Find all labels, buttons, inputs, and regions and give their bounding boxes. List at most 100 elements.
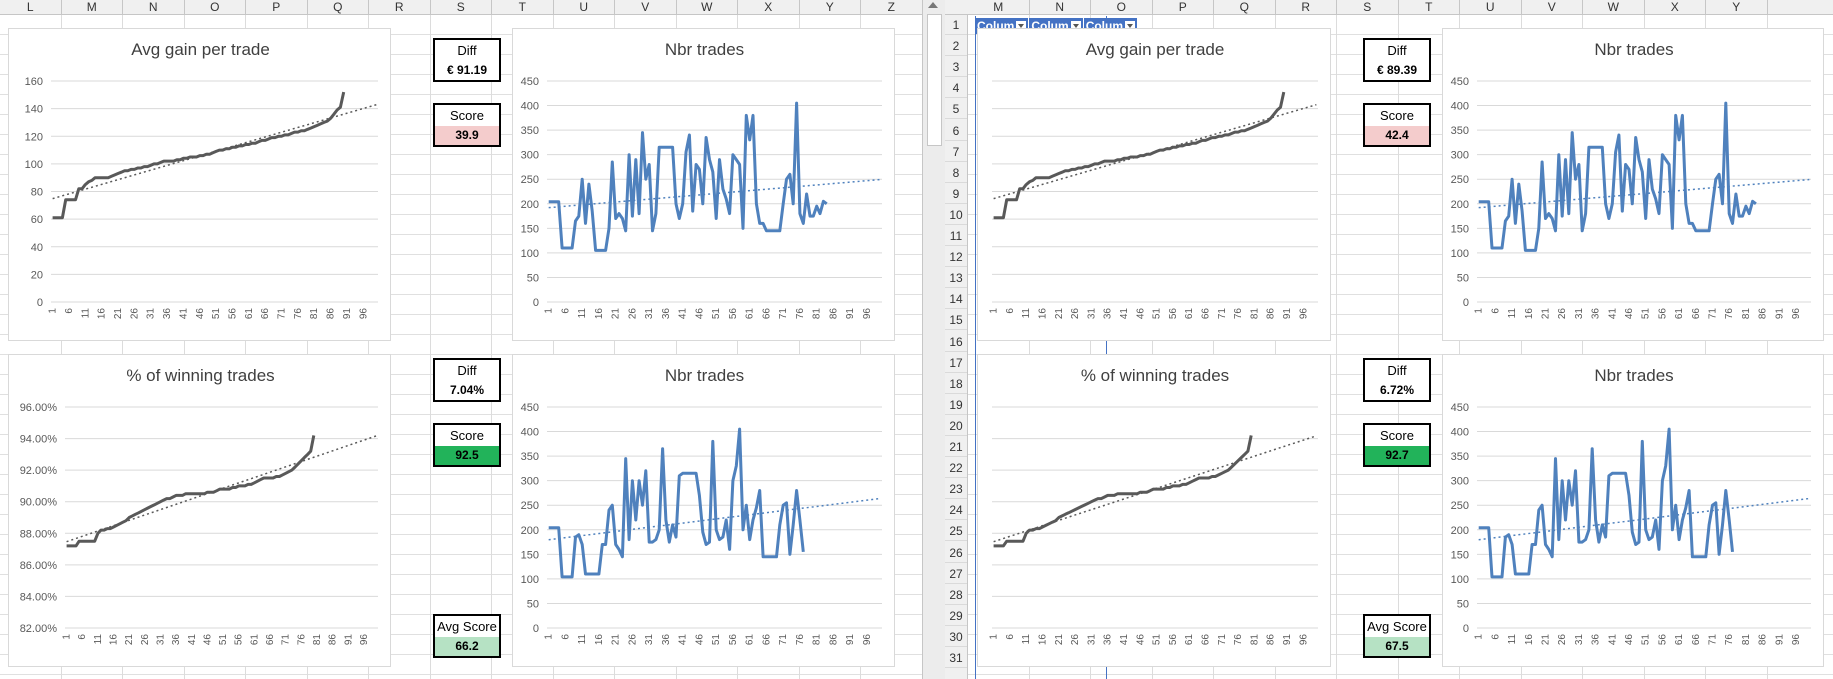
column-header-M[interactable]: M	[968, 0, 1030, 14]
x-tick-label: 91	[1282, 308, 1293, 320]
x-tick-label: 81	[309, 308, 320, 320]
row-header-31[interactable]: 31	[945, 648, 967, 668]
row-header-30[interactable]: 30	[945, 627, 967, 647]
column-header-Z[interactable]: Z	[861, 0, 922, 14]
filter-dropdown-icon[interactable]	[1016, 21, 1027, 31]
chart-avg-gain[interactable]: Avg gain per trade 0 20 40 60 80 100 120 140 160 1…	[8, 28, 391, 341]
column-header-S[interactable]: S	[431, 0, 492, 14]
row-header-14[interactable]: 14	[945, 289, 967, 310]
avg-score-box[interactable]: Avg Score 66.2	[433, 614, 501, 658]
row-header-1[interactable]: 1	[945, 15, 967, 35]
row-header-bar[interactable]: 1 2 3 4 5 6 7 8 9 10 11 12 13 14 15 16 17 18 19 20 21 22 23 24 2…	[945, 15, 968, 679]
column-header-O[interactable]: O	[185, 0, 246, 14]
row-header-29[interactable]: 29	[945, 606, 967, 626]
column-header-T[interactable]: T	[492, 0, 554, 14]
column-header-V[interactable]: V	[1522, 0, 1583, 14]
row-header-22[interactable]: 22	[945, 458, 967, 479]
row-header-25[interactable]: 25	[945, 521, 967, 542]
row-header-26[interactable]: 26	[945, 543, 967, 563]
column-header-L[interactable]: L	[0, 0, 62, 14]
scroll-up-icon[interactable]	[928, 2, 938, 8]
chart-win-pct[interactable]: % of winning trades 1 6 11 16 21 26 31 36 41 46 51 5…	[977, 354, 1331, 667]
y-tick-label: 400	[521, 101, 539, 113]
row-header-18[interactable]: 18	[945, 374, 967, 394]
column-header-R[interactable]: R	[1276, 0, 1337, 14]
column-header-W[interactable]: W	[1583, 0, 1645, 14]
column-header-U[interactable]: U	[554, 0, 615, 14]
diff-box-gain[interactable]: Diff € 91.19	[433, 38, 501, 82]
score-box-win[interactable]: Score 92.7	[1363, 423, 1431, 467]
x-tick-label: 16	[594, 634, 605, 646]
column-header-X[interactable]: X	[738, 0, 800, 14]
chart-nbr-trades-bottom[interactable]: Nbr trades 0 50 100 150 200 250 300 350 400 450 1 6 1…	[512, 354, 895, 667]
score-box-win[interactable]: Score 92.5	[433, 423, 501, 467]
row-header-21[interactable]: 21	[945, 437, 967, 457]
row-header-2[interactable]: 2	[945, 36, 967, 57]
column-header-P[interactable]: P	[1153, 0, 1214, 14]
chart-nbr-trades-top[interactable]: Nbr trades 0 50 100 150 200 250 300 350 400 450 1 6 1…	[1442, 28, 1824, 341]
gridline	[60, 15, 62, 679]
row-header-10[interactable]: 10	[945, 205, 967, 225]
column-header-N[interactable]: N	[123, 0, 185, 14]
avg-score-box[interactable]: Avg Score 67.5	[1363, 614, 1431, 658]
column-header-R[interactable]: R	[369, 0, 431, 14]
row-header-20[interactable]: 20	[945, 416, 967, 436]
chart-win-pct[interactable]: % of winning trades 82.00% 84.00% 86.00% 88.…	[8, 354, 391, 667]
row-header-9[interactable]: 9	[945, 184, 967, 204]
diff-box-win[interactable]: Diff 7.04%	[433, 358, 501, 402]
diff-box-win[interactable]: Diff 6.72%	[1363, 358, 1431, 402]
filter-dropdown-icon[interactable]	[1125, 21, 1136, 31]
pane-splitter-scrollbar[interactable]	[922, 0, 946, 679]
column-header-Q[interactable]: Q	[308, 0, 369, 14]
column-header-O[interactable]: O	[1091, 0, 1153, 14]
chart-nbr-trades-top[interactable]: Nbr trades 0 50 100 150 200 250 300 350 400 450 1 6 1…	[512, 28, 895, 341]
y-tick-label: 200	[521, 199, 539, 211]
row-header-4[interactable]: 4	[945, 78, 967, 99]
column-header-V[interactable]: V	[615, 0, 677, 14]
score-box-gain[interactable]: Score 42.4	[1363, 103, 1431, 147]
column-header-X[interactable]: X	[1645, 0, 1706, 14]
x-tick-label: 16	[1524, 634, 1535, 646]
x-tick-label: 36	[162, 308, 173, 320]
column-header-Y[interactable]: Y	[1706, 0, 1768, 14]
x-tick-label: 86	[326, 308, 337, 320]
row-header-5[interactable]: 5	[945, 99, 967, 120]
row-header-13[interactable]: 13	[945, 268, 967, 289]
column-header-Y[interactable]: Y	[800, 0, 861, 14]
row-header-15[interactable]: 15	[945, 310, 967, 331]
row-header-6[interactable]: 6	[945, 121, 967, 141]
column-header-Q[interactable]: Q	[1214, 0, 1276, 14]
column-header-U[interactable]: U	[1460, 0, 1522, 14]
row-header-28[interactable]: 28	[945, 585, 967, 605]
chart-avg-gain[interactable]: Avg gain per trade 1 6 11 16 21 26 31 36 41 46 51 56…	[977, 28, 1331, 341]
diff-box-gain[interactable]: Diff € 89.39	[1363, 38, 1431, 82]
scrollbar-thumb[interactable]	[927, 14, 942, 146]
row-header-23[interactable]: 23	[945, 479, 967, 500]
row-header-11[interactable]: 11	[945, 226, 967, 246]
row-header-8[interactable]: 8	[945, 163, 967, 183]
filter-dropdown-icon[interactable]	[1070, 21, 1081, 31]
row-header-16[interactable]: 16	[945, 332, 967, 352]
column-header-T[interactable]: T	[1399, 0, 1460, 14]
row-header-24[interactable]: 24	[945, 500, 967, 521]
row-header-3[interactable]: 3	[945, 57, 967, 78]
row-header-7[interactable]: 7	[945, 142, 967, 162]
row-header-27[interactable]: 27	[945, 564, 967, 584]
row-header-17[interactable]: 17	[945, 353, 967, 373]
column-header-M[interactable]: M	[62, 0, 123, 14]
row-header-19[interactable]: 19	[945, 395, 967, 415]
column-header-P[interactable]: P	[246, 0, 308, 14]
column-header-S[interactable]: S	[1337, 0, 1399, 14]
x-tick-label: 91	[1774, 308, 1785, 320]
chart-nbr-trades-bottom[interactable]: Nbr trades 0 50 100 150 200 250 300 350 400 450 1 6 1…	[1442, 354, 1824, 667]
y-tick-label: 50	[527, 598, 539, 610]
column-header-W[interactable]: W	[677, 0, 738, 14]
column-header-N[interactable]: N	[1030, 0, 1091, 14]
score-box-gain[interactable]: Score 39.9	[433, 103, 501, 147]
row-header-12[interactable]: 12	[945, 247, 967, 268]
